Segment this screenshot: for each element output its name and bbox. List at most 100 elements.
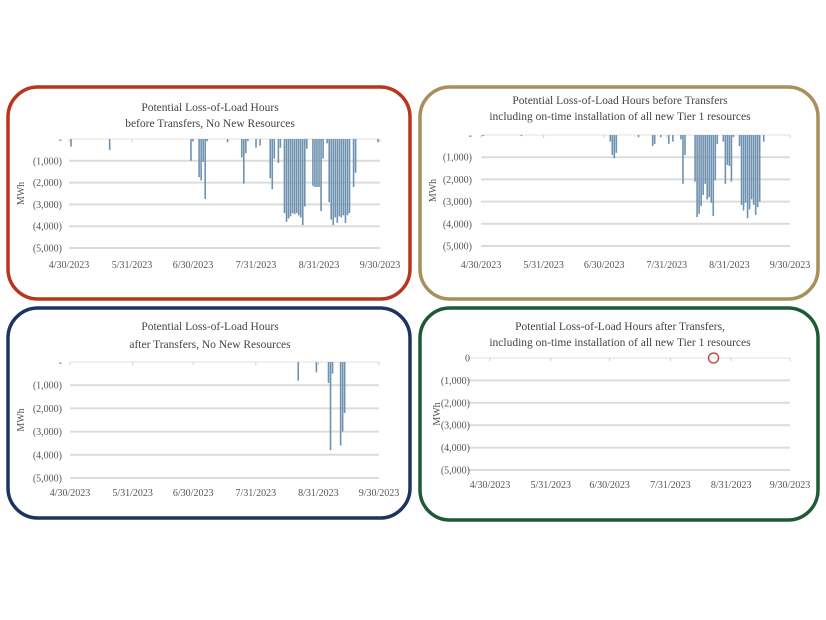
bar xyxy=(339,362,342,446)
bar xyxy=(243,139,245,184)
bar xyxy=(328,139,330,203)
y-tick-label: - xyxy=(469,131,472,142)
y-tick-label: (5,000) xyxy=(33,474,62,485)
x-tick-label: 7/31/2023 xyxy=(236,488,277,499)
bar xyxy=(740,135,743,205)
bar xyxy=(295,139,298,214)
y-tick-label: (3,000) xyxy=(33,200,62,211)
chart-title-line: Potential Loss-of-Load Hours xyxy=(141,102,279,114)
bar xyxy=(714,135,717,181)
bar xyxy=(259,139,261,146)
bar xyxy=(332,139,335,226)
annotation-circle xyxy=(707,352,720,364)
bar xyxy=(297,362,300,381)
bar xyxy=(659,135,662,138)
x-tick-label: 8/31/2023 xyxy=(711,480,752,491)
bar xyxy=(730,135,733,182)
y-tick-label: (2,000) xyxy=(441,398,470,409)
x-tick-label: 6/30/2023 xyxy=(589,480,630,491)
y-tick-label: (2,000) xyxy=(33,178,62,189)
bar xyxy=(342,139,345,216)
x-tick-label: 4/30/2023 xyxy=(470,480,511,491)
bar xyxy=(327,362,330,383)
bar xyxy=(200,139,202,181)
bar xyxy=(726,135,729,165)
bar xyxy=(331,362,334,374)
bar xyxy=(520,135,523,137)
bar xyxy=(758,135,761,202)
y-axis-label: MWh xyxy=(432,402,443,425)
bar xyxy=(354,139,357,173)
bar xyxy=(637,135,640,138)
y-tick-label: - xyxy=(59,358,62,369)
y-tick-label: 0 xyxy=(465,354,470,365)
y-tick-label: (1,000) xyxy=(33,156,62,167)
x-tick-label: 4/30/2023 xyxy=(49,260,90,271)
bar xyxy=(315,362,318,373)
y-tick-label: (4,000) xyxy=(441,443,470,454)
bar xyxy=(756,135,759,208)
x-tick-label: 5/31/2023 xyxy=(531,480,572,491)
bar xyxy=(738,135,741,147)
chart-panel-3: Potential Loss-of-Load Hours after Transf… xyxy=(6,306,412,520)
bar xyxy=(277,139,280,163)
x-tick-label: 5/31/2023 xyxy=(523,260,564,271)
bar xyxy=(732,135,735,138)
bar xyxy=(293,139,296,215)
bar xyxy=(255,139,257,148)
chart-title-line: before Transfers, No New Resources xyxy=(125,118,295,130)
x-tick-label: 9/30/2023 xyxy=(359,488,400,499)
bar xyxy=(326,139,328,144)
bar xyxy=(706,135,708,200)
bar xyxy=(306,139,308,149)
bar xyxy=(240,139,243,158)
bar xyxy=(704,135,706,184)
bar xyxy=(202,139,204,162)
y-tick-label: (1,000) xyxy=(441,376,470,387)
bar xyxy=(314,139,316,187)
y-tick-label: (3,000) xyxy=(33,427,62,438)
bar xyxy=(303,139,306,207)
bar xyxy=(340,139,343,218)
bar xyxy=(341,362,344,432)
y-tick-label: (3,000) xyxy=(443,197,472,208)
bar xyxy=(271,139,274,190)
x-tick-label: 4/30/2023 xyxy=(50,488,91,499)
bar xyxy=(322,139,324,159)
x-tick-label: 9/30/2023 xyxy=(770,480,811,491)
x-tick-label: 6/30/2023 xyxy=(173,260,214,271)
x-tick-label: 7/31/2023 xyxy=(647,260,688,271)
chart-panel-4: Potential Loss-of-Load Hours after Trans… xyxy=(418,306,820,522)
bar xyxy=(653,135,656,144)
bar xyxy=(198,139,200,178)
bar xyxy=(329,362,332,451)
y-tick-label: (1,000) xyxy=(33,381,62,392)
bar xyxy=(762,135,765,142)
chart-panel-2: Potential Loss-of-Load Hours before Tran… xyxy=(418,85,820,301)
bar xyxy=(708,135,711,198)
bar xyxy=(748,135,751,210)
bar xyxy=(312,139,314,186)
x-tick-label: 8/31/2023 xyxy=(299,260,340,271)
bar xyxy=(318,139,320,187)
bar xyxy=(279,139,282,148)
bar xyxy=(724,135,727,184)
bar xyxy=(742,135,745,211)
bar xyxy=(672,135,674,142)
x-tick-label: 6/30/2023 xyxy=(584,260,625,271)
bar xyxy=(682,135,684,184)
bar xyxy=(611,135,614,155)
bar xyxy=(712,135,715,217)
bar xyxy=(285,139,288,222)
bar xyxy=(297,139,300,216)
bar xyxy=(291,139,294,214)
bar xyxy=(338,139,341,217)
bar xyxy=(190,139,192,161)
bar xyxy=(700,135,702,207)
bar xyxy=(482,135,484,137)
bar xyxy=(283,139,286,214)
bar xyxy=(716,135,719,144)
x-tick-label: 7/31/2023 xyxy=(650,480,691,491)
bar xyxy=(744,135,747,203)
